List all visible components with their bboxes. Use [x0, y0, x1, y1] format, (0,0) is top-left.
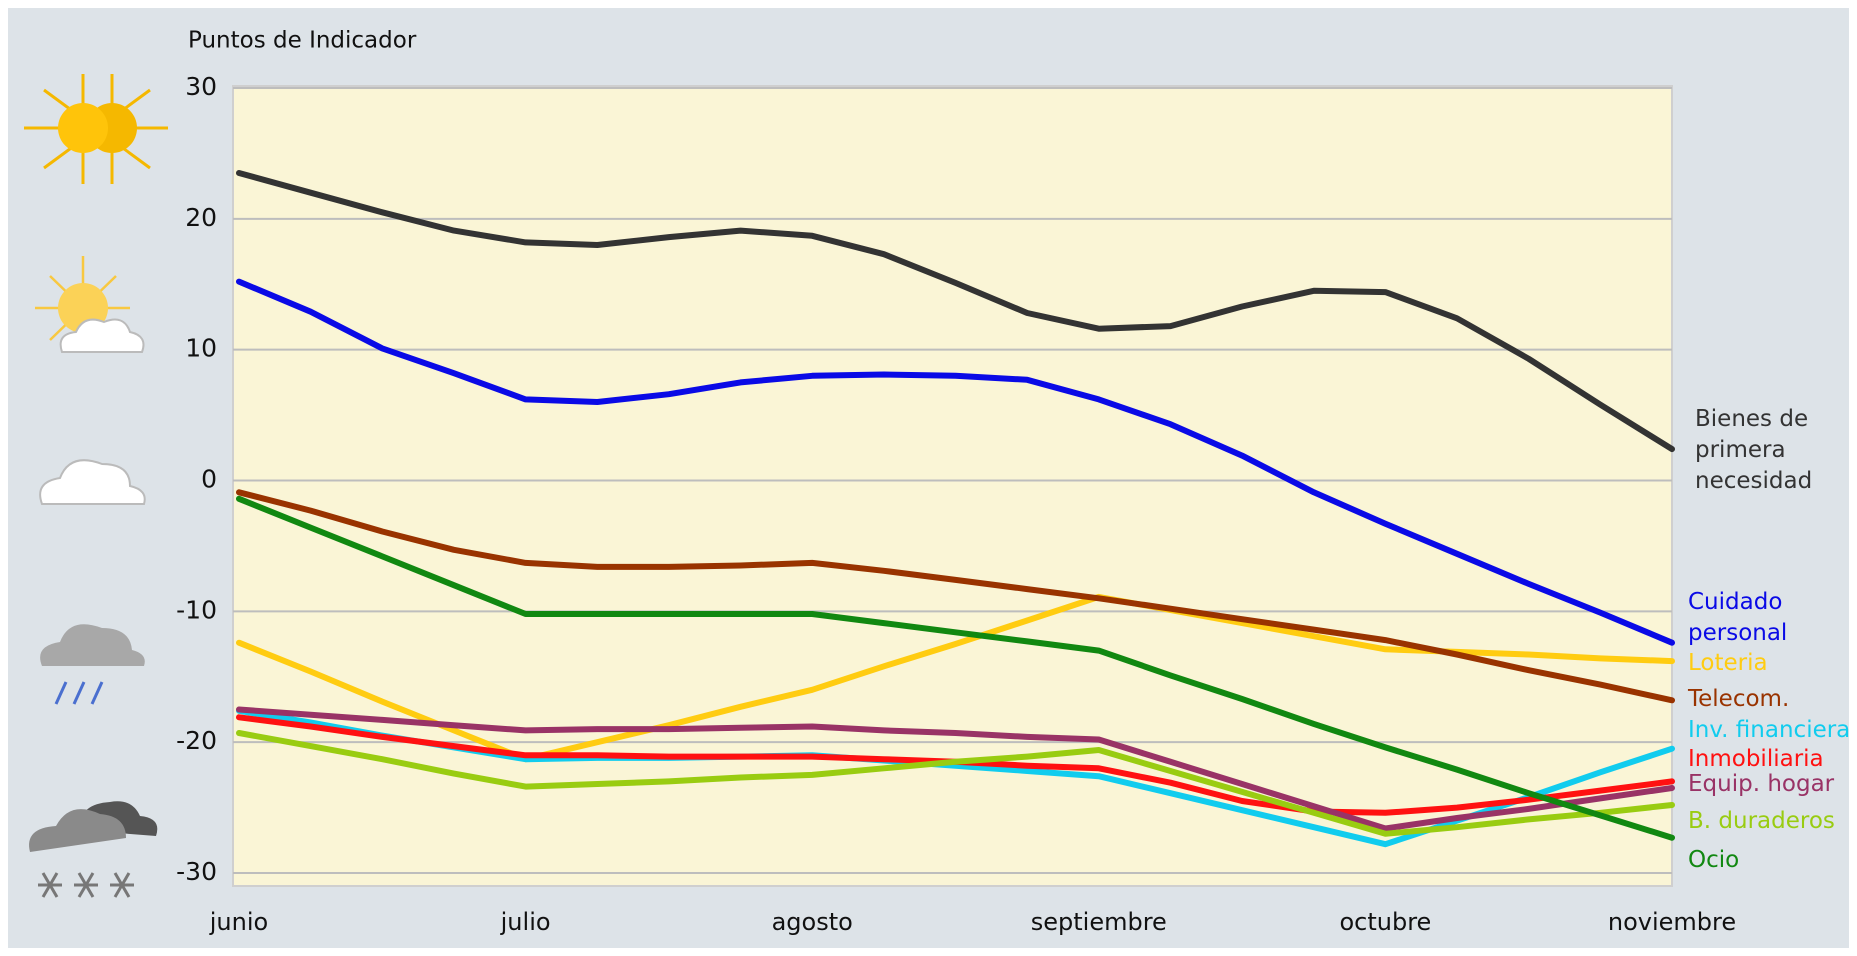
series-label: B. duraderos [1688, 808, 1835, 834]
series-line [236, 706, 1675, 832]
series-line [236, 489, 1675, 704]
series-label: Cuidado personal [1688, 589, 1788, 646]
series-line [236, 170, 1675, 453]
series-label: Loteria [1688, 650, 1768, 676]
x-tick-label: septiembre [1031, 908, 1167, 936]
series-label: Equip. hogar [1688, 771, 1835, 797]
series-label: Inv. financiera [1688, 717, 1851, 743]
x-tick-label: agosto [772, 908, 853, 936]
y-tick-label: -20 [176, 726, 217, 755]
series-line [236, 278, 1675, 646]
weather-icons [24, 74, 168, 898]
y-tick-label: -30 [176, 857, 217, 886]
y-tick-label: 10 [185, 334, 217, 363]
series-label: Inmobiliaria [1688, 746, 1824, 772]
y-tick-label: -10 [176, 595, 217, 624]
series-line [236, 730, 1675, 837]
x-tick-label: octubre [1339, 908, 1431, 936]
x-tick-label: julio [500, 908, 551, 936]
series-label: Ocio [1688, 847, 1740, 873]
series-label: Telecom. [1688, 686, 1790, 712]
x-tick-label: junio [209, 908, 268, 936]
y-tick-label: 0 [201, 465, 217, 494]
y-tick-label: 20 [185, 203, 217, 232]
x-tick-label: noviembre [1608, 908, 1736, 936]
chart-title: Puntos de Indicador [188, 28, 417, 54]
series-line [236, 495, 1675, 841]
series-label: Bienes de primera necesidad [1695, 406, 1813, 494]
y-tick-label: 30 [185, 72, 217, 101]
